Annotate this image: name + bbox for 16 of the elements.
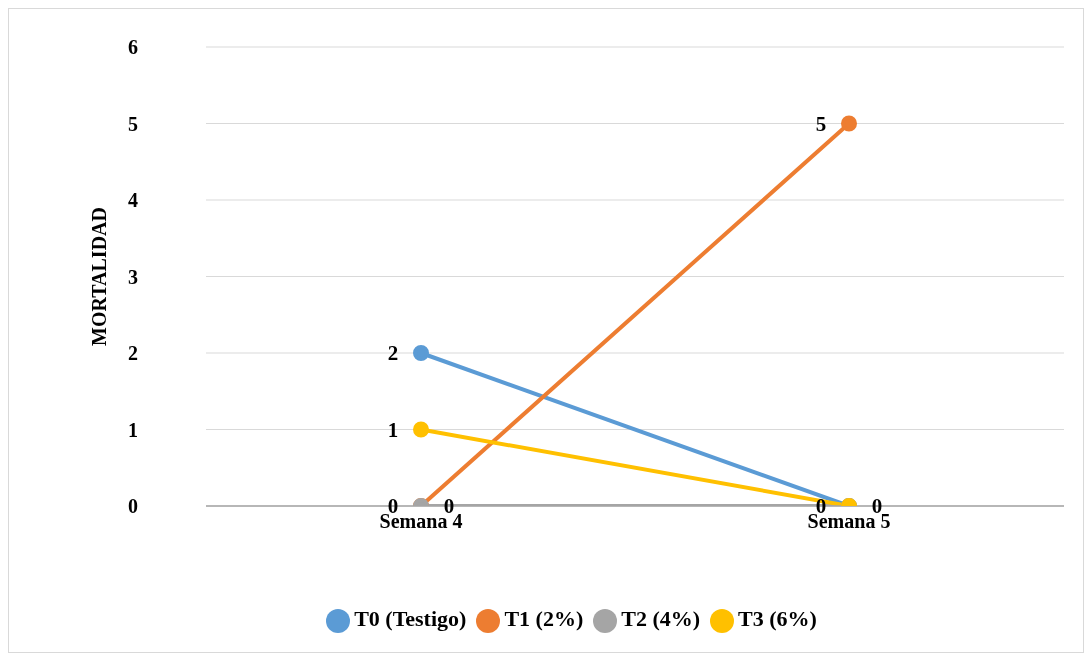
legend-label: T2 (4%) xyxy=(621,606,701,631)
data-label: 2 xyxy=(387,341,399,365)
y-tick-label: 2 xyxy=(128,342,138,365)
legend-label: T3 (6%) xyxy=(738,606,817,631)
y-tick-label: 0 xyxy=(128,495,138,518)
y-tick-label: 6 xyxy=(128,36,138,59)
y-tick-label: 3 xyxy=(128,265,138,288)
y-tick-label: 1 xyxy=(128,418,138,441)
data-label: 1 xyxy=(387,417,399,442)
data-label: 0 xyxy=(443,494,455,518)
legend-label: T0 (Testigo) xyxy=(354,606,467,631)
data-label: 5 xyxy=(815,111,827,136)
y-tick-label: 5 xyxy=(128,112,138,135)
y-axis-title: MORTALIDAD xyxy=(88,207,111,346)
y-tick-label: 4 xyxy=(128,189,138,212)
legend-label: T1 (2%) xyxy=(504,606,584,631)
